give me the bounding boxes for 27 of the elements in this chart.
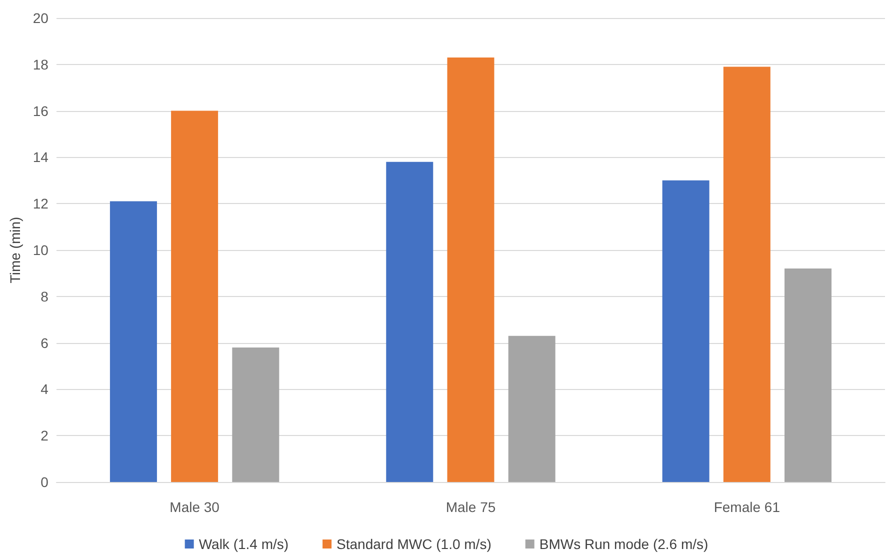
y-tick-label: 4 <box>40 381 49 398</box>
bar <box>171 110 218 482</box>
bar <box>232 347 280 482</box>
bar <box>508 336 556 482</box>
bar <box>723 66 770 482</box>
y-tick-label: 20 <box>32 10 49 26</box>
bar <box>110 201 157 482</box>
x-tick-label: Male 75 <box>446 499 496 515</box>
legend-label: Walk (1.4 m/s) <box>198 536 289 552</box>
y-tick-label: 6 <box>40 334 49 351</box>
y-tick-label: 2 <box>40 428 49 444</box>
y-tick-label: 16 <box>32 102 49 119</box>
bar <box>784 268 832 482</box>
legend-label: Standard MWC (1.0 m/s) <box>336 536 492 552</box>
bar <box>447 57 494 482</box>
y-tick-label: 10 <box>32 242 49 258</box>
bar <box>386 162 434 482</box>
x-tick-label: Female 61 <box>714 499 780 515</box>
y-tick-label: 12 <box>32 196 49 212</box>
x-tick-label: Male 30 <box>170 499 220 515</box>
y-axis-title: Time (min) <box>7 216 23 284</box>
bar <box>662 180 710 482</box>
y-tick-label: 18 <box>32 56 49 72</box>
y-tick-label: 14 <box>32 149 49 166</box>
y-tick-label: 0 <box>40 474 49 490</box>
y-tick-label: 8 <box>40 288 49 304</box>
legend-label: BMWs Run mode (2.6 m/s) <box>539 536 708 552</box>
